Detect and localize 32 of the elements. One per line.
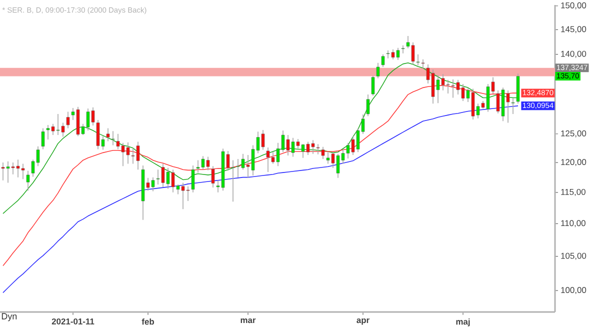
y-tick-label: 115,00 <box>561 188 586 196</box>
candlestick <box>371 75 375 96</box>
y-tick-label: 145,00 <box>561 26 586 34</box>
candlestick <box>106 128 110 142</box>
y-tick-label: 125,00 <box>561 130 586 138</box>
y-tick-label: 110,00 <box>561 220 586 228</box>
y-tick-label: 120,00 <box>561 159 586 166</box>
candlestick <box>211 166 215 188</box>
candlestick <box>416 54 420 66</box>
x-tick-label: maj <box>456 318 470 326</box>
x-tick-label: mar <box>240 318 256 324</box>
candlestick <box>321 146 325 160</box>
candlestick <box>401 44 405 54</box>
candlestick <box>421 58 425 69</box>
y-tick-label: 140,00 <box>561 50 586 58</box>
x-tick-label: 2021-01-11 <box>52 318 94 324</box>
line-series <box>2 62 518 214</box>
candlestick <box>191 165 195 193</box>
candlestick <box>41 128 45 150</box>
text: Dyn <box>2 313 17 322</box>
candlestick <box>376 62 380 79</box>
candlestick <box>381 54 385 68</box>
candlestick <box>26 170 30 191</box>
candlestick <box>366 94 370 117</box>
y-tick-label: 105,00 <box>561 252 586 260</box>
candlestick <box>316 144 320 155</box>
y-tick-label: 100,00 <box>561 287 586 294</box>
x-tick-label: apr <box>356 318 370 325</box>
y-tick-label: 150,00 <box>561 2 586 10</box>
candlestick <box>66 111 70 129</box>
x-tick-label: feb <box>142 318 154 325</box>
candlestick <box>111 130 115 146</box>
